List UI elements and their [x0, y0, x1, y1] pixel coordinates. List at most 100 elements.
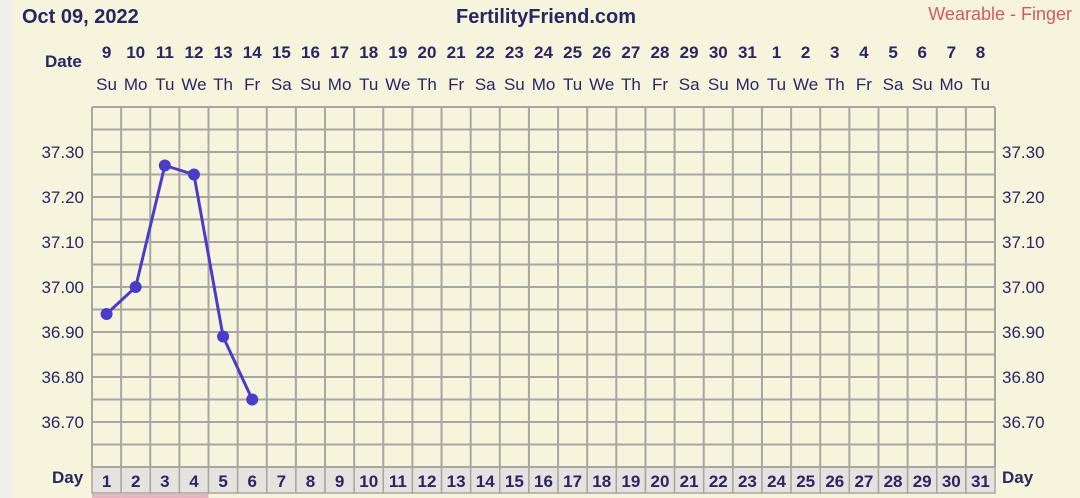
weekday-label: Fr [652, 75, 668, 94]
date-number: 28 [651, 43, 670, 62]
weekday-label: We [181, 75, 206, 94]
day-number: 5 [218, 472, 227, 491]
date-number: 4 [859, 43, 869, 62]
temperature-point [217, 330, 230, 343]
date-number: 13 [214, 43, 233, 62]
bbt-chart: 19Su210Mo311Tu412We513Th614Fr715Sa816Su9… [41, 43, 1045, 498]
sensor-label: Wearable - Finger [928, 4, 1072, 24]
day-number: 11 [389, 472, 407, 491]
day-number: 7 [277, 472, 286, 491]
weekday-label: Mo [532, 75, 556, 94]
date-number: 23 [505, 43, 524, 62]
weekday-label: Su [912, 75, 933, 94]
date-number: 21 [447, 43, 466, 62]
day-cell [528, 466, 559, 494]
date-number: 15 [272, 43, 291, 62]
day-cell [848, 466, 880, 494]
y-tick-right: 37.10 [1002, 233, 1045, 252]
weekday-label: Tu [563, 75, 582, 94]
weekday-label: Th [417, 75, 437, 94]
weekday-label: We [793, 75, 818, 94]
date-number: 11 [156, 43, 174, 62]
day-number: 21 [680, 472, 699, 491]
y-tick-left: 37.20 [41, 188, 84, 207]
date-number: 14 [243, 43, 262, 62]
day-number: 1 [102, 472, 111, 491]
day-number: 24 [767, 472, 786, 491]
weekday-label: Tu [359, 75, 378, 94]
day-number: 6 [247, 472, 256, 491]
date-number: 25 [563, 43, 582, 62]
chart-date: Oct 09, 2022 [22, 6, 139, 28]
weekday-label: Su [504, 75, 525, 94]
weekday-label: Su [708, 75, 729, 94]
day-number: 23 [738, 472, 757, 491]
day-row-label-right: Day [1002, 468, 1034, 487]
weekday-label: Sa [883, 75, 904, 94]
y-tick-right: 36.70 [1002, 413, 1045, 432]
date-number: 29 [680, 43, 699, 62]
weekday-label: Fr [244, 75, 260, 94]
temperature-line [105, 163, 254, 401]
day-number: 18 [592, 472, 611, 491]
y-tick-left: 36.70 [41, 413, 84, 432]
day-number: 17 [563, 472, 582, 491]
date-number: 7 [947, 43, 956, 62]
day-cell [819, 466, 851, 494]
day-number: 10 [359, 472, 378, 491]
weekday-label: Th [213, 75, 233, 94]
day-number: 19 [621, 472, 640, 491]
day-number: 30 [942, 472, 961, 491]
day-number: 12 [418, 472, 437, 491]
y-tick-right: 37.30 [1002, 143, 1045, 162]
weekday-label: Mo [124, 75, 148, 94]
date-number: 26 [592, 43, 611, 62]
day-cell [266, 466, 297, 494]
y-tick-left: 37.30 [41, 143, 84, 162]
date-number: 16 [301, 43, 320, 62]
date-number: 2 [801, 43, 810, 62]
date-number: 17 [330, 43, 349, 62]
y-tick-right: 37.00 [1002, 278, 1045, 297]
y-tick-left: 36.80 [41, 368, 84, 387]
weekday-label: Mo [328, 75, 352, 94]
day-cell [178, 466, 210, 494]
weekday-label: Tu [767, 75, 786, 94]
date-number: 12 [184, 43, 203, 62]
highlight-marker [179, 494, 209, 498]
day-number: 31 [971, 472, 990, 491]
highlight-marker [121, 494, 151, 498]
day-cell [965, 466, 996, 494]
site-title: FertilityFriend.com [455, 6, 637, 28]
day-cell [382, 466, 414, 494]
date-number: 3 [830, 43, 839, 62]
day-number: 15 [505, 472, 524, 491]
weekday-label: Mo [939, 75, 963, 94]
date-number: 31 [738, 43, 757, 62]
date-number: 18 [359, 43, 378, 62]
weekday-label: Fr [856, 75, 872, 94]
day-number: 26 [825, 472, 844, 491]
temperature-point [246, 393, 259, 406]
date-number: 30 [709, 43, 728, 62]
day-cell [353, 466, 385, 494]
temperature-point [187, 168, 200, 181]
weekday-label: Mo [736, 75, 760, 94]
day-number: 4 [189, 472, 199, 491]
day-cell [324, 466, 355, 494]
day-cell [207, 466, 239, 494]
date-number: 22 [476, 43, 495, 62]
date-number: 1 [772, 43, 781, 62]
weekday-label: Th [825, 75, 845, 94]
day-cell [295, 466, 326, 494]
highlight-marker [150, 494, 180, 498]
date-number: 9 [102, 43, 111, 62]
weekday-label: Fr [448, 75, 464, 94]
day-number: 13 [447, 472, 466, 491]
date-number: 10 [126, 43, 145, 62]
temperature-point [158, 159, 171, 172]
date-number: 5 [888, 43, 897, 62]
day-cell [149, 466, 181, 494]
weekday-label: Sa [475, 75, 496, 94]
date-number: 20 [418, 43, 437, 62]
